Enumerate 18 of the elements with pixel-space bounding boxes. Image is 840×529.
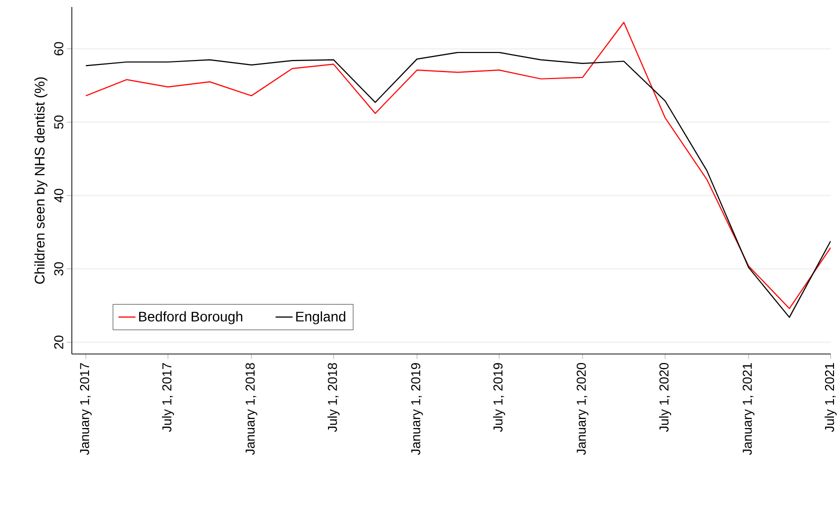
x-tick-label: January 1, 2020 [576, 363, 588, 456]
x-tick-label: July 1, 2019 [493, 363, 506, 432]
x-tick-label: January 1, 2018 [246, 363, 258, 456]
x-tick-label: July 1, 2018 [328, 363, 340, 432]
y-tick-label: 20 [54, 336, 64, 350]
legend-label: Bedford Borough [139, 312, 242, 325]
y-tick-label: 30 [54, 262, 64, 276]
y-tick-label: 60 [54, 42, 64, 56]
x-tick-label: January 1, 2021 [742, 363, 754, 456]
y-tick-label: 40 [54, 189, 64, 203]
y-axis-title: Children seen by NHS dentist (%) [34, 78, 48, 284]
x-tick-label: July 1, 2020 [659, 363, 672, 432]
x-tick-label: January 1, 2019 [411, 363, 423, 456]
x-tick-label: January 1, 2017 [80, 363, 92, 456]
x-tick-label: July 1, 2017 [162, 363, 174, 432]
legend-label: England [296, 312, 346, 325]
x-tick-label: July 1, 2021 [824, 363, 837, 432]
y-tick-label: 50 [54, 116, 64, 130]
